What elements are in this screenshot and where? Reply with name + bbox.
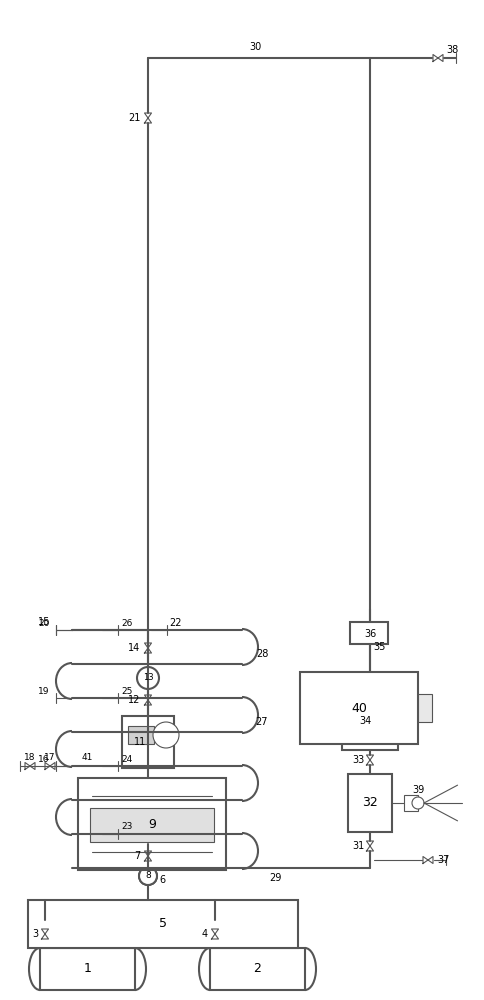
Bar xyxy=(341,692,397,750)
Text: 15: 15 xyxy=(38,617,50,627)
Bar xyxy=(348,704,375,722)
Bar xyxy=(28,900,297,948)
Bar xyxy=(300,672,417,744)
Text: 1: 1 xyxy=(83,962,91,975)
Bar xyxy=(40,948,135,990)
Circle shape xyxy=(139,867,157,885)
Text: 14: 14 xyxy=(128,643,140,653)
Text: 9: 9 xyxy=(148,818,156,831)
Text: 39: 39 xyxy=(411,785,423,795)
Circle shape xyxy=(411,797,423,809)
Circle shape xyxy=(139,867,157,885)
Text: 5: 5 xyxy=(159,917,166,930)
Text: 2: 2 xyxy=(253,962,261,975)
Text: 40: 40 xyxy=(350,702,366,714)
Text: 35: 35 xyxy=(373,642,385,652)
Text: 38: 38 xyxy=(445,45,457,55)
Bar xyxy=(122,716,174,768)
Bar xyxy=(348,774,391,832)
Bar xyxy=(349,622,387,644)
Text: 41: 41 xyxy=(81,752,92,762)
Text: 37: 37 xyxy=(437,855,449,865)
Bar xyxy=(210,948,304,990)
Text: 12: 12 xyxy=(128,695,140,705)
Bar xyxy=(417,694,431,722)
Text: 28: 28 xyxy=(255,649,268,659)
Text: 4: 4 xyxy=(201,929,208,939)
Text: 23: 23 xyxy=(121,822,133,831)
Text: 36: 36 xyxy=(363,629,376,639)
Text: 6: 6 xyxy=(159,875,165,885)
Text: 34: 34 xyxy=(358,716,370,726)
Bar xyxy=(403,795,417,811)
Text: 11: 11 xyxy=(134,737,146,747)
Text: 32: 32 xyxy=(362,796,377,809)
Bar xyxy=(90,808,213,842)
Text: 16: 16 xyxy=(38,754,50,764)
Text: 31: 31 xyxy=(351,841,363,851)
Text: 26: 26 xyxy=(121,618,133,628)
Text: 13: 13 xyxy=(142,674,153,682)
Bar xyxy=(128,726,154,744)
Text: 27: 27 xyxy=(255,717,268,727)
Text: 3: 3 xyxy=(32,929,38,939)
Text: 7: 7 xyxy=(134,851,140,861)
Text: 30: 30 xyxy=(248,42,260,52)
Circle shape xyxy=(136,667,159,689)
Text: 17: 17 xyxy=(44,752,56,762)
Text: 24: 24 xyxy=(121,754,132,764)
Text: 20: 20 xyxy=(38,618,49,628)
Text: 33: 33 xyxy=(351,755,363,765)
Text: 8: 8 xyxy=(145,871,151,880)
Text: 19: 19 xyxy=(38,686,50,696)
Text: 18: 18 xyxy=(24,752,36,762)
Circle shape xyxy=(376,697,406,727)
Text: 25: 25 xyxy=(121,686,133,696)
Text: 21: 21 xyxy=(128,113,140,123)
Circle shape xyxy=(152,722,179,748)
Text: 22: 22 xyxy=(169,618,182,628)
Bar xyxy=(78,778,226,870)
Text: 29: 29 xyxy=(268,873,281,883)
